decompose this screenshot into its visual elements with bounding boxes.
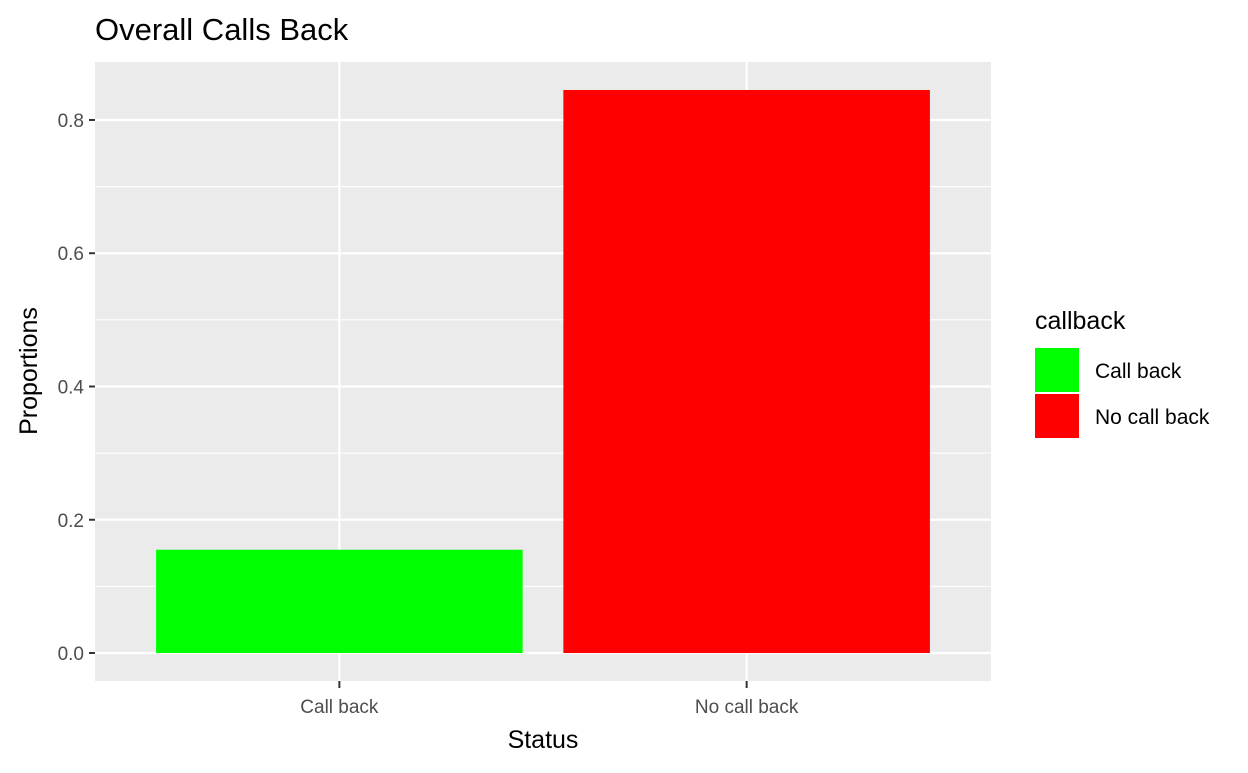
bar-no-call-back: [563, 89, 930, 654]
x-axis-ticks: Call back No call back: [300, 681, 799, 718]
legend-title: callback: [1035, 307, 1126, 335]
x-tick-label: No call back: [695, 697, 799, 718]
y-tick-label: 0.2: [58, 511, 84, 532]
y-axis-ticks: 0.0 0.2 0.4 0.6 0.8: [58, 111, 95, 665]
x-tick-label: Call back: [300, 697, 379, 718]
legend-label: No call back: [1095, 406, 1210, 429]
legend: callback Call back No call back: [1035, 307, 1210, 438]
y-axis-label: Proportions: [15, 307, 43, 435]
bars: [156, 89, 930, 654]
y-tick-label: 0.0: [58, 644, 84, 665]
chart-title: Overall Calls Back: [95, 12, 349, 47]
y-tick-label: 0.6: [58, 244, 84, 265]
y-tick-label: 0.8: [58, 111, 84, 132]
legend-key-no-call-back: [1035, 394, 1079, 438]
bar-call-back: [156, 549, 523, 654]
legend-label: Call back: [1095, 360, 1182, 383]
x-axis-label: Status: [508, 726, 579, 754]
legend-key-call-back: [1035, 348, 1079, 392]
y-tick-label: 0.4: [58, 377, 85, 398]
legend-items: Call back No call back: [1035, 348, 1210, 438]
